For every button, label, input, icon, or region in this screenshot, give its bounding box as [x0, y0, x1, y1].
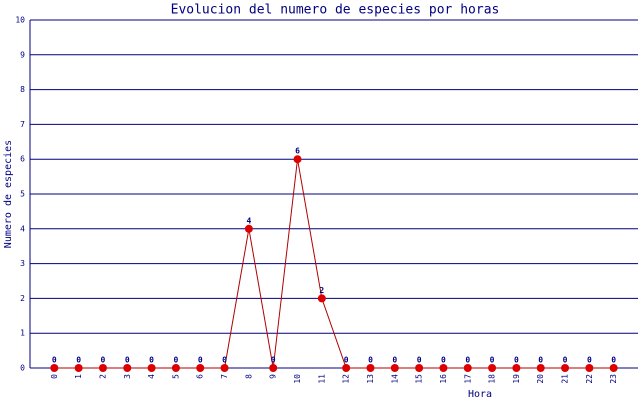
point	[463, 364, 472, 372]
point	[317, 294, 326, 303]
value-label: 2	[319, 286, 324, 295]
value-label: 0	[538, 356, 543, 365]
x-tick-label: 20	[536, 374, 545, 384]
value-label: 0	[76, 356, 81, 365]
point	[488, 364, 497, 372]
y-tick-label: 0	[20, 364, 25, 373]
value-label: 0	[611, 356, 616, 365]
x-tick-label: 4	[147, 374, 156, 379]
point	[244, 224, 253, 233]
value-label: 0	[514, 356, 519, 365]
value-label: 0	[101, 356, 106, 365]
value-label: 0	[271, 356, 276, 365]
value-label: 0	[587, 356, 592, 365]
point	[585, 364, 594, 372]
x-axis-label: Hora	[468, 389, 492, 400]
value-label: 0	[125, 356, 130, 365]
point	[415, 364, 424, 372]
x-tick-label: 13	[366, 374, 375, 384]
x-tick-label: 3	[123, 374, 132, 379]
x-tick-label: 5	[171, 374, 180, 379]
y-tick-label: 4	[20, 224, 25, 233]
value-label: 0	[563, 356, 568, 365]
y-tick-label: 8	[20, 85, 25, 94]
point	[512, 364, 521, 372]
x-tick-label: 6	[196, 374, 205, 379]
x-tick-label: 8	[244, 374, 253, 379]
value-label: 0	[368, 356, 373, 365]
y-tick-label: 9	[20, 50, 25, 59]
x-tick-label: 19	[512, 374, 521, 384]
point	[171, 364, 180, 372]
value-label: 0	[222, 356, 227, 365]
value-label: 0	[441, 356, 446, 365]
y-tick-label: 5	[20, 190, 25, 199]
value-label: 0	[52, 356, 57, 365]
point	[342, 364, 351, 372]
value-label: 0	[344, 356, 349, 365]
y-tick-label: 7	[20, 120, 25, 129]
chart-title: Evolucion del numero de especies por hor…	[171, 3, 500, 18]
point	[609, 364, 618, 372]
x-tick-label: 22	[585, 374, 594, 384]
point	[123, 364, 132, 372]
x-tick-label: 16	[439, 374, 448, 384]
x-tick-label: 17	[463, 374, 472, 384]
series-line	[54, 159, 614, 369]
point	[50, 364, 59, 372]
point	[147, 364, 156, 372]
x-tick-label: 12	[342, 374, 351, 384]
x-tick-label: 23	[609, 374, 618, 384]
value-label: 6	[295, 147, 300, 156]
x-tick-label: 7	[220, 374, 229, 379]
value-label: 0	[392, 356, 397, 365]
x-tick-label: 11	[317, 374, 326, 384]
y-tick-label: 2	[20, 294, 25, 303]
x-tick-label: 0	[50, 374, 59, 379]
x-tick-label: 15	[415, 374, 424, 384]
y-tick-label: 10	[15, 16, 25, 25]
point	[439, 364, 448, 372]
x-tick-label: 2	[98, 374, 107, 379]
x-tick-label: 1	[74, 374, 83, 379]
x-tick-label: 18	[488, 374, 497, 384]
value-label: 0	[490, 356, 495, 365]
y-tick-label: 3	[20, 259, 25, 268]
point	[390, 364, 399, 372]
value-label: 0	[149, 356, 154, 365]
x-tick-label: 14	[390, 374, 399, 384]
x-tick-label: 9	[269, 374, 278, 379]
value-label: 0	[465, 356, 470, 365]
value-label: 0	[417, 356, 422, 365]
point	[269, 364, 278, 372]
point	[366, 364, 375, 372]
point	[196, 364, 205, 372]
value-label: 0	[198, 356, 203, 365]
point	[293, 155, 302, 164]
point	[220, 364, 229, 372]
y-axis-label: Numero de especies	[3, 140, 14, 248]
x-tick-label: 10	[293, 374, 302, 384]
point	[561, 364, 570, 372]
point	[536, 364, 545, 372]
point	[98, 364, 107, 372]
value-label: 0	[174, 356, 179, 365]
x-tick-label: 21	[561, 374, 570, 384]
point	[74, 364, 83, 372]
y-tick-label: 1	[20, 329, 25, 338]
value-label: 4	[246, 216, 251, 225]
y-tick-label: 6	[20, 155, 25, 164]
